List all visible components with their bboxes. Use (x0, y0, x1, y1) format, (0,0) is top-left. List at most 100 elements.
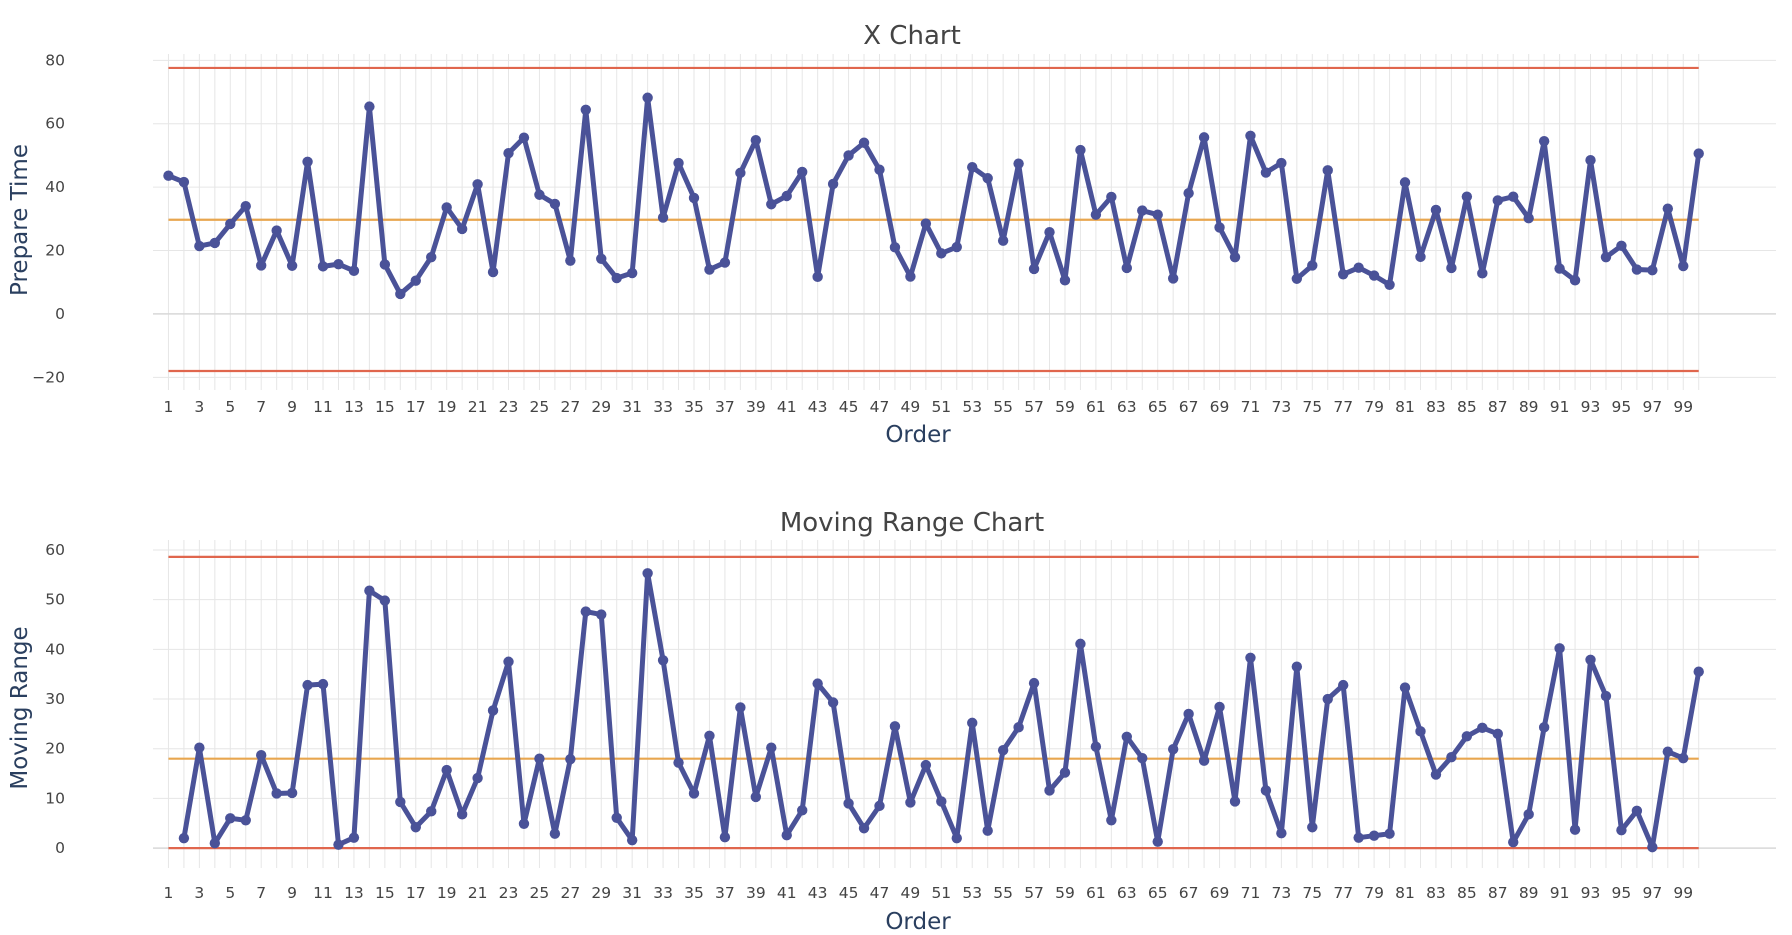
x-chart-data-point (1090, 209, 1102, 220)
mr-chart-data-point (1569, 824, 1581, 835)
mr-chart-data-point (1678, 752, 1689, 764)
mr-chart-xtick-label: 5 (225, 884, 235, 902)
mr-chart-data-point (1446, 751, 1457, 763)
mr-chart-data-point (194, 742, 205, 753)
mr-chart-data-point (503, 656, 514, 667)
mr-chart-data-point (1044, 785, 1055, 796)
x-chart-xtick-label: 23 (499, 398, 519, 416)
x-chart-xtick-label: 99 (1673, 398, 1693, 416)
mr-chart-xtick-label: 83 (1426, 884, 1446, 902)
x-chart-xtick-label: 65 (1148, 398, 1168, 416)
mr-chart-xtick-label: 33 (653, 884, 673, 902)
x-chart-data-point (1662, 203, 1674, 214)
x-chart-data-point (967, 161, 978, 173)
x-chart-data-point (1013, 158, 1024, 169)
mr-chart-data-point (611, 812, 622, 824)
mr-chart-data-point (1013, 722, 1024, 733)
mr-chart-xtick-label: 75 (1302, 884, 1322, 902)
x-chart-data-point (333, 258, 344, 270)
x-chart-data-point (611, 272, 622, 284)
mr-chart-xtick-label: 43 (808, 884, 828, 902)
x-chart-title: X Chart (863, 21, 961, 51)
mr-chart-xtick-label: 55 (993, 884, 1013, 902)
x-chart-xtick-label: 15 (375, 398, 395, 416)
mr-chart-data-point (1028, 677, 1040, 689)
mr-chart-xtick-label: 1 (164, 884, 174, 902)
mr-chart-data-point (1662, 746, 1674, 757)
x-chart-data-point (348, 265, 360, 277)
x-chart-xtick-label: 87 (1488, 398, 1508, 416)
mr-chart-xtick-label: 49 (901, 884, 921, 902)
x-chart-data-point (1028, 263, 1040, 275)
mr-chart-xtick-label: 17 (406, 884, 426, 902)
x-chart-data-point (642, 92, 653, 103)
x-chart-data-point (240, 200, 251, 212)
x-chart-data-point (704, 264, 715, 275)
x-chart-xtick-label: 53 (962, 398, 982, 416)
x-chart-data-point (1647, 264, 1658, 276)
x-chart-data-point (750, 135, 762, 146)
x-chart-data-point (302, 156, 313, 167)
x-chart-xtick-label: 77 (1333, 398, 1353, 416)
x-chart-xtick-label: 9 (287, 398, 297, 416)
mr-chart-data-point (1059, 767, 1071, 778)
x-chart-xtick-label: 89 (1519, 398, 1539, 416)
x-chart-data-point (1492, 195, 1503, 206)
mr-chart-xtick-label: 21 (468, 884, 488, 902)
mr-chart-data-point (441, 764, 452, 776)
x-chart-data-point (688, 192, 700, 204)
mr-chart-xtick-label: 13 (344, 884, 364, 902)
mr-chart-data-point (1245, 652, 1256, 663)
mr-chart-data-point (209, 837, 221, 849)
mr-chart-xtick-label: 99 (1673, 884, 1693, 902)
x-chart-data-point (1430, 204, 1442, 216)
x-chart-xtick-label: 59 (1055, 398, 1075, 416)
mr-chart-data-point (1430, 769, 1442, 780)
mr-chart-xtick-label: 73 (1272, 884, 1292, 902)
x-chart-data-point (843, 150, 854, 161)
x-chart-xtick-label: 97 (1642, 398, 1662, 416)
x-chart-xtick-label: 55 (993, 398, 1013, 416)
mr-chart-data-point (286, 787, 298, 799)
mr-chart-data-point (982, 825, 993, 836)
mr-chart-data-point (642, 568, 653, 579)
mr-chart-data-point (997, 745, 1009, 756)
mr-chart-data-point (1585, 654, 1596, 665)
mr-chart-data-point (704, 730, 715, 742)
x-chart-data-point (1353, 262, 1364, 273)
mr-chart-data-point (967, 717, 978, 729)
mr-chart-xtick-label: 81 (1395, 884, 1415, 902)
x-chart-data-point (364, 101, 375, 112)
mr-chart-data-point (874, 800, 885, 812)
x-chart-data-point (456, 223, 468, 235)
x-chart-data-point (580, 104, 591, 115)
mr-chart-data-point (1477, 722, 1488, 734)
mr-chart-data-point (225, 813, 236, 824)
x-chart-xtick-label: 37 (715, 398, 735, 416)
mr-chart-data-point (410, 822, 421, 833)
mr-chart-xtick-label: 53 (962, 884, 982, 902)
mr-chart-data-point (626, 834, 638, 846)
x-chart-data-point (256, 260, 267, 271)
mr-chart-data-point (518, 818, 530, 829)
mr-chart-xtick-label: 41 (777, 884, 797, 902)
mr-chart-data-point (1399, 682, 1411, 693)
mr-chart-data-point (781, 830, 792, 841)
mr-chart-xtick-label: 15 (375, 884, 395, 902)
mr-chart-data-point (178, 832, 190, 844)
x-chart-data-point (178, 176, 190, 188)
mr-chart-data-point (750, 791, 762, 803)
mr-chart-xtick-label: 31 (622, 884, 642, 902)
x-chart-data-point (874, 164, 885, 175)
x-chart-xtick-label: 49 (901, 398, 921, 416)
x-chart-xtick-label: 41 (777, 398, 797, 416)
mr-chart-data-point (1106, 815, 1117, 826)
x-chart-data-point (1183, 187, 1194, 199)
mr-chart-xtick-label: 39 (746, 884, 766, 902)
mr-chart-data-point (1338, 679, 1349, 691)
x-chart-data-point (286, 260, 298, 271)
mr-chart-xtick-label: 7 (256, 884, 266, 902)
x-chart-data-point (163, 170, 174, 181)
x-chart-data-point (735, 167, 746, 179)
